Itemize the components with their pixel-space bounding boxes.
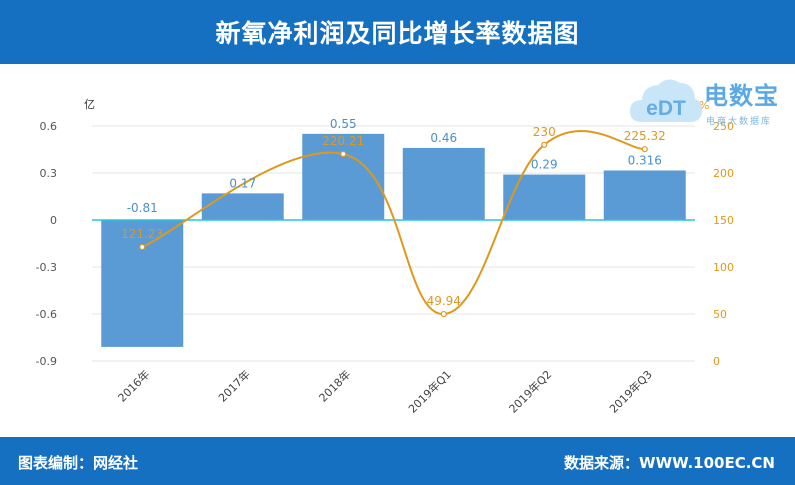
y-left-unit: 亿	[84, 98, 95, 111]
chart-area: -0.81 0.17 0.55 0.46 0.29 0.316 121.23 220.21 49…	[36, 98, 734, 416]
chart-title-banner: 新氧净利润及同比增长率数据图	[0, 0, 795, 64]
line-value-label: 220.21	[322, 134, 364, 148]
logo-mark-text: eDT	[646, 97, 686, 120]
x-tick-label: 2019年Q2	[506, 367, 555, 416]
brand-logo: eDT 电数宝 电商大数据库	[628, 72, 788, 134]
bar	[101, 220, 184, 347]
line-series	[139, 130, 648, 318]
bar-value-label: 0.46	[430, 131, 457, 145]
bar	[503, 174, 586, 220]
line-point	[541, 141, 548, 148]
line-point	[641, 146, 648, 153]
footer-credit: 图表编制：网经社	[18, 454, 139, 472]
line-point	[139, 243, 146, 251]
gridlines	[92, 125, 695, 362]
logo-tagline: 电商大数据库	[706, 117, 773, 127]
footer-source: 数据来源：WWW.100EC.CN	[564, 454, 775, 472]
y-left-tick-label: -0.3	[36, 261, 57, 274]
page-title: 新氧净利润及同比增长率数据图	[215, 19, 580, 48]
bar	[603, 170, 686, 220]
bar	[201, 193, 284, 220]
x-tick-label: 2019年Q3	[606, 367, 655, 416]
line-value-label: 121.23	[121, 227, 163, 241]
x-tick-label: 2018年	[316, 367, 353, 404]
bar	[402, 147, 485, 220]
data-labels: -0.81 0.17 0.55 0.46 0.29 0.316 121.23 220.21 49…	[121, 117, 666, 308]
y-right-tick-label: 50	[713, 308, 727, 321]
y-right-tick-label: 200	[713, 167, 734, 180]
y-left-tick-label: 0.6	[40, 120, 58, 133]
y-right-tick-label: 150	[713, 214, 734, 227]
logo-brand-name: 电数宝	[704, 82, 779, 110]
y-left-tick-label: -0.9	[36, 355, 57, 368]
cloud-icon: eDT	[630, 79, 703, 122]
bar-value-label: 0.316	[628, 153, 662, 167]
y-left-tick-label: 0	[50, 214, 57, 227]
y-left-tick-label: -0.6	[36, 308, 57, 321]
bar-series	[101, 133, 686, 347]
line-value-label: 230	[533, 125, 556, 139]
y-right-tick-label: 0	[713, 355, 720, 368]
x-tick-label: 2019年Q1	[405, 367, 454, 416]
bar	[302, 133, 385, 220]
line-point	[340, 150, 347, 158]
growth-line	[141, 130, 645, 316]
x-tick-label: 2016年	[115, 367, 152, 404]
line-value-label: 225.32	[624, 129, 666, 143]
y-right-tick-label: 100	[713, 261, 734, 274]
footer-banner: 图表编制：网经社 数据来源：WWW.100EC.CN	[0, 437, 795, 485]
line-point	[440, 310, 447, 318]
bar-value-label: 0.29	[531, 158, 558, 172]
bar-value-label: -0.81	[127, 201, 158, 215]
y-left-tick-label: 0.3	[40, 167, 58, 180]
y-right-unit: %	[699, 99, 709, 112]
line-value-label: 49.94	[427, 294, 461, 308]
y-right-tick-label: 250	[713, 120, 734, 133]
x-tick-label: 2017年	[215, 367, 252, 404]
bar-value-label: 0.17	[229, 176, 256, 190]
bar-value-label: 0.55	[330, 117, 357, 131]
